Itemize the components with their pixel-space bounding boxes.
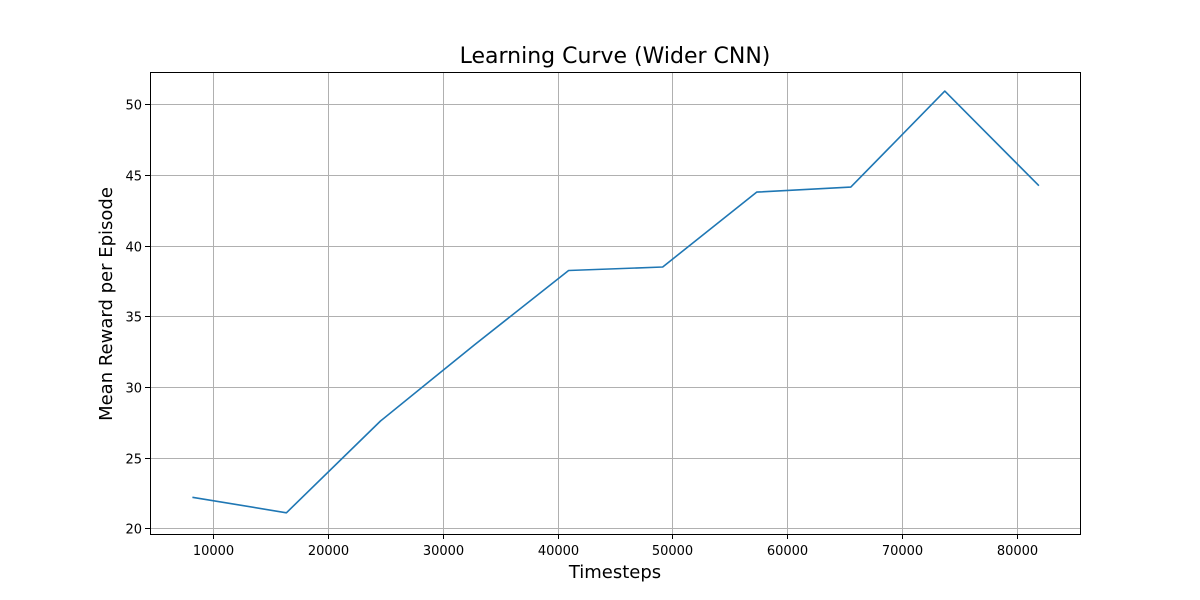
x-tick-label: 20000: [308, 544, 349, 559]
x-tick-label: 70000: [882, 544, 923, 559]
x-tick-label: 10000: [193, 544, 234, 559]
x-axis-label: Timesteps: [568, 562, 661, 583]
y-axis-label: Mean Reward per Episode: [96, 187, 117, 421]
y-tick-label: 20: [125, 523, 142, 538]
x-tick-label: 50000: [652, 544, 693, 559]
y-tick-label: 25: [125, 453, 142, 468]
series-layer: [192, 90, 1040, 514]
x-tick-label: 40000: [538, 544, 579, 559]
y-tick-label: 35: [125, 311, 142, 326]
ticks: 10000 20000 30000 40000 50000 60000 70000 80000…: [125, 99, 1038, 560]
grid-lines: [150, 72, 1080, 534]
y-tick-label: 30: [125, 382, 142, 397]
y-tick-label: 50: [125, 99, 142, 114]
y-tick-label: 40: [125, 241, 142, 256]
x-tick-label: 80000: [997, 544, 1038, 559]
plot-frame: [150, 72, 1081, 535]
x-tick-label: 30000: [423, 544, 464, 559]
x-tick-label: 60000: [767, 544, 808, 559]
series-line: [192, 90, 1040, 514]
y-tick-label: 45: [125, 170, 142, 185]
chart-title: Learning Curve (Wider CNN): [460, 44, 771, 69]
